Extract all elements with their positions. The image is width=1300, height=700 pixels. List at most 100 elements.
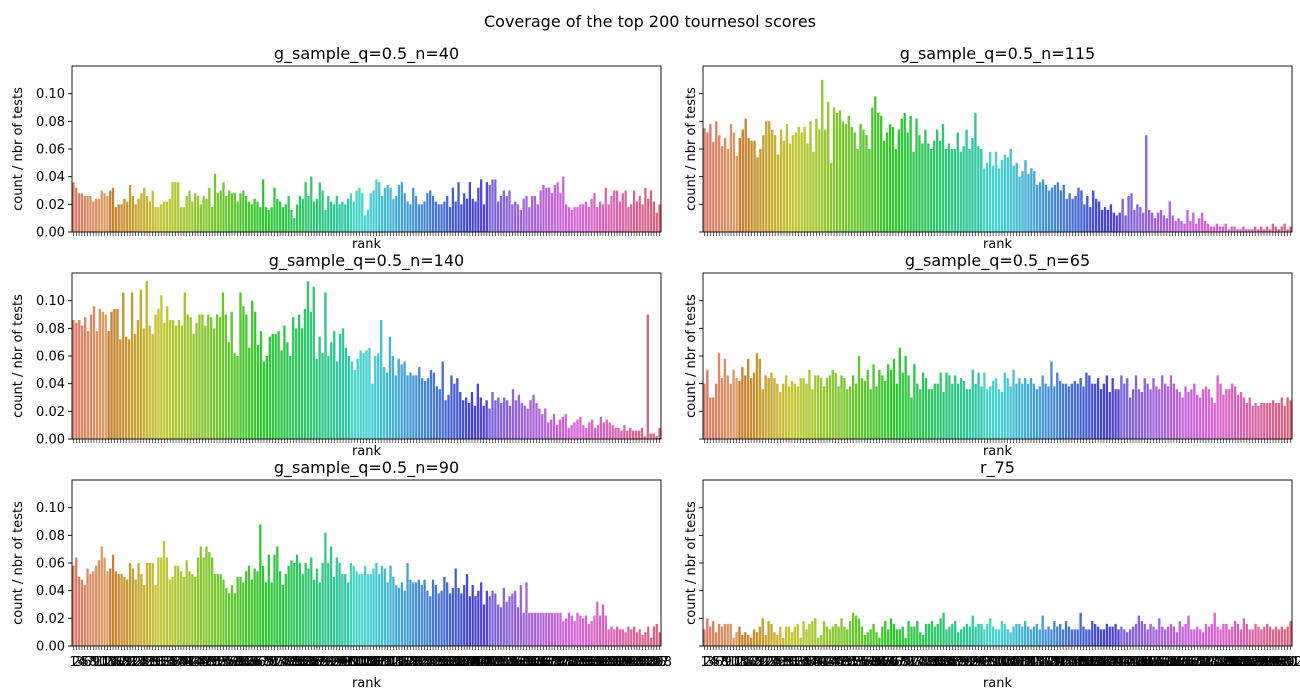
- bar: [857, 356, 861, 439]
- bar: [1152, 626, 1155, 646]
- bar: [913, 364, 916, 439]
- bar: [1029, 378, 1033, 439]
- bar: [1032, 383, 1036, 439]
- x-tick-label: 107: [1001, 655, 1026, 670]
- bar: [324, 292, 327, 439]
- bar: [640, 427, 644, 439]
- bar: [608, 422, 611, 439]
- bar: [1050, 629, 1053, 646]
- bar: [406, 563, 409, 646]
- bar: [924, 129, 927, 232]
- bar: [564, 414, 567, 439]
- x-tick-label: 103: [989, 655, 1014, 670]
- bar: [239, 576, 242, 646]
- bar: [312, 579, 316, 646]
- bar: [431, 196, 435, 232]
- bar: [1198, 629, 1202, 646]
- bar: [1228, 629, 1231, 646]
- bar: [590, 198, 593, 232]
- bar: [447, 394, 450, 439]
- x-tick-label: 152: [489, 655, 514, 670]
- bar: [901, 372, 904, 439]
- bar: [204, 325, 207, 439]
- bar: [382, 367, 386, 439]
- x-tick-label: 102: [987, 655, 1012, 670]
- x-tick-label: 46: [827, 655, 844, 670]
- y-tick-label: 0.06: [36, 557, 65, 572]
- bar: [397, 587, 401, 646]
- bar: [853, 132, 856, 232]
- bar: [1018, 623, 1021, 646]
- subplot-title: g_sample_q=0.5_n=40: [274, 44, 459, 64]
- bar: [994, 378, 998, 439]
- bar: [166, 306, 169, 439]
- x-tick-label: 49: [201, 655, 218, 670]
- bar: [338, 563, 341, 646]
- x-tick-label: 44: [187, 655, 204, 670]
- x-tick-label: 96: [334, 655, 351, 670]
- bar: [948, 626, 951, 646]
- x-tick-label: 62: [238, 655, 255, 670]
- bar: [448, 207, 452, 232]
- bar: [477, 187, 480, 232]
- bar: [655, 436, 658, 439]
- x-tick-label: 10: [722, 655, 739, 670]
- bar: [194, 193, 197, 232]
- bar: [283, 325, 286, 439]
- bar: [1163, 383, 1167, 439]
- bar: [579, 615, 582, 646]
- x-tick-label: 188: [1237, 655, 1262, 670]
- bar: [956, 132, 959, 232]
- bar: [741, 129, 744, 232]
- bar: [242, 306, 245, 439]
- x-tick-label: 24: [130, 655, 147, 670]
- bar: [1256, 229, 1260, 232]
- x-tick-label: 43: [819, 655, 836, 670]
- x-tick-label: 190: [1243, 655, 1268, 670]
- bar: [1181, 397, 1184, 439]
- bar: [136, 320, 140, 439]
- bar: [788, 143, 792, 232]
- bar: [552, 414, 556, 439]
- bar: [262, 361, 266, 439]
- x-tick-label: 161: [514, 655, 539, 670]
- bar: [834, 372, 837, 439]
- bar: [825, 626, 829, 646]
- bar: [579, 416, 582, 439]
- bar: [948, 375, 951, 439]
- x-tick-label: 196: [613, 655, 638, 670]
- bar: [863, 380, 866, 439]
- bar: [350, 361, 354, 439]
- x-tick-label: 138: [449, 655, 474, 670]
- bar: [787, 386, 791, 439]
- bar: [362, 353, 365, 439]
- bar: [222, 579, 225, 646]
- bar: [247, 565, 251, 646]
- bar: [94, 198, 98, 232]
- bar: [191, 574, 194, 646]
- x-tick-label: 92: [323, 655, 340, 670]
- bar: [1029, 629, 1033, 646]
- bar: [1277, 403, 1281, 439]
- bar: [1030, 168, 1033, 232]
- bar: [188, 190, 191, 232]
- x-tick-label: 155: [497, 655, 522, 670]
- bar: [98, 308, 102, 439]
- x-tick-label: 142: [1103, 655, 1128, 670]
- bar: [968, 626, 971, 646]
- bar: [1067, 626, 1071, 646]
- bar: [145, 281, 148, 439]
- bar: [1245, 229, 1248, 232]
- bar: [723, 137, 727, 232]
- bar: [758, 358, 762, 439]
- bar: [986, 389, 989, 439]
- bar: [1245, 403, 1248, 439]
- bar: [556, 612, 559, 646]
- bar: [614, 427, 617, 439]
- bar: [885, 132, 889, 232]
- x-tick-label: 191: [599, 655, 624, 670]
- bar: [838, 110, 842, 232]
- x-tick-label: 45: [824, 655, 841, 670]
- bar: [78, 320, 81, 439]
- x-tick-label: 84: [938, 655, 955, 670]
